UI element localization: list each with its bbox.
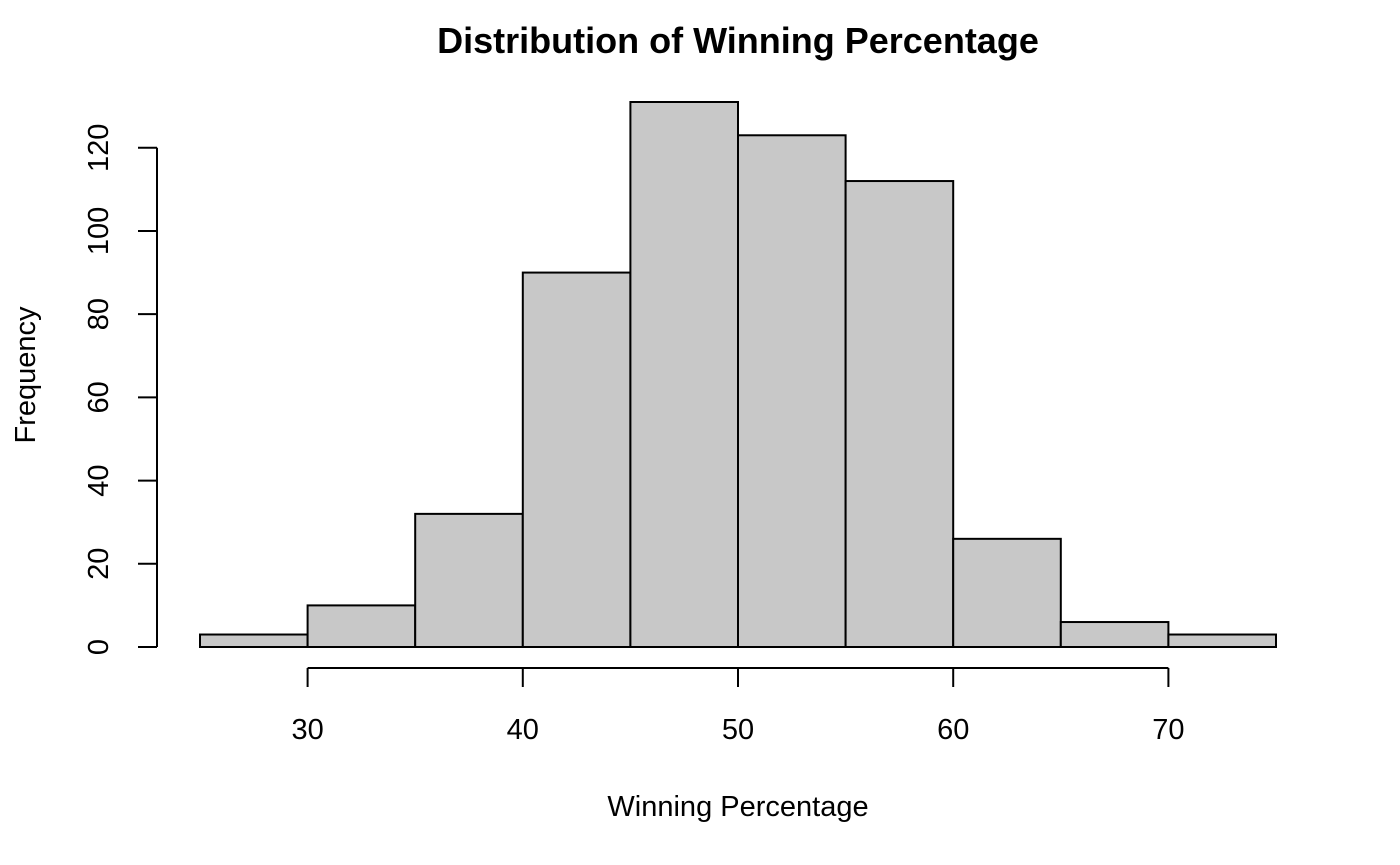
y-tick-label: 40 [83, 464, 115, 496]
histogram-bar-70-75 [1167, 633, 1278, 649]
x-tick-label: 70 [1152, 714, 1184, 746]
x-tick-label: 30 [291, 714, 323, 746]
histogram-bar-55-60 [844, 180, 955, 648]
y-tick-label: 60 [83, 381, 115, 413]
histogram-bar-65-70 [1059, 621, 1170, 648]
y-tick-label: 80 [83, 298, 115, 330]
y-tick-label: 120 [83, 124, 115, 172]
x-axis: 30 40 50 60 70 [291, 667, 1185, 746]
y-tick-label: 20 [83, 548, 115, 580]
bars-group [199, 101, 1278, 649]
y-tick-label: 100 [83, 207, 115, 255]
histogram-bar-50-55 [737, 134, 847, 648]
histogram-bar-35-40 [414, 512, 524, 649]
histogram-bar-40-45 [521, 271, 632, 648]
x-tick-label: 60 [937, 714, 969, 746]
histogram-bar-25-30 [199, 633, 309, 649]
y-axis-label: Frequency [10, 306, 42, 444]
histogram-bar-45-50 [629, 101, 740, 648]
x-tick-label: 50 [722, 714, 754, 746]
chart-title: Distribution of Winning Percentage [437, 20, 1039, 61]
histogram-bar-60-65 [952, 537, 1062, 648]
y-axis: 0 20 40 60 80 100 120 [83, 124, 158, 655]
x-tick-label: 40 [507, 714, 539, 746]
y-tick-label: 0 [83, 639, 115, 655]
x-axis-label: Winning Percentage [607, 791, 868, 823]
histogram-bar-30-35 [306, 604, 417, 649]
